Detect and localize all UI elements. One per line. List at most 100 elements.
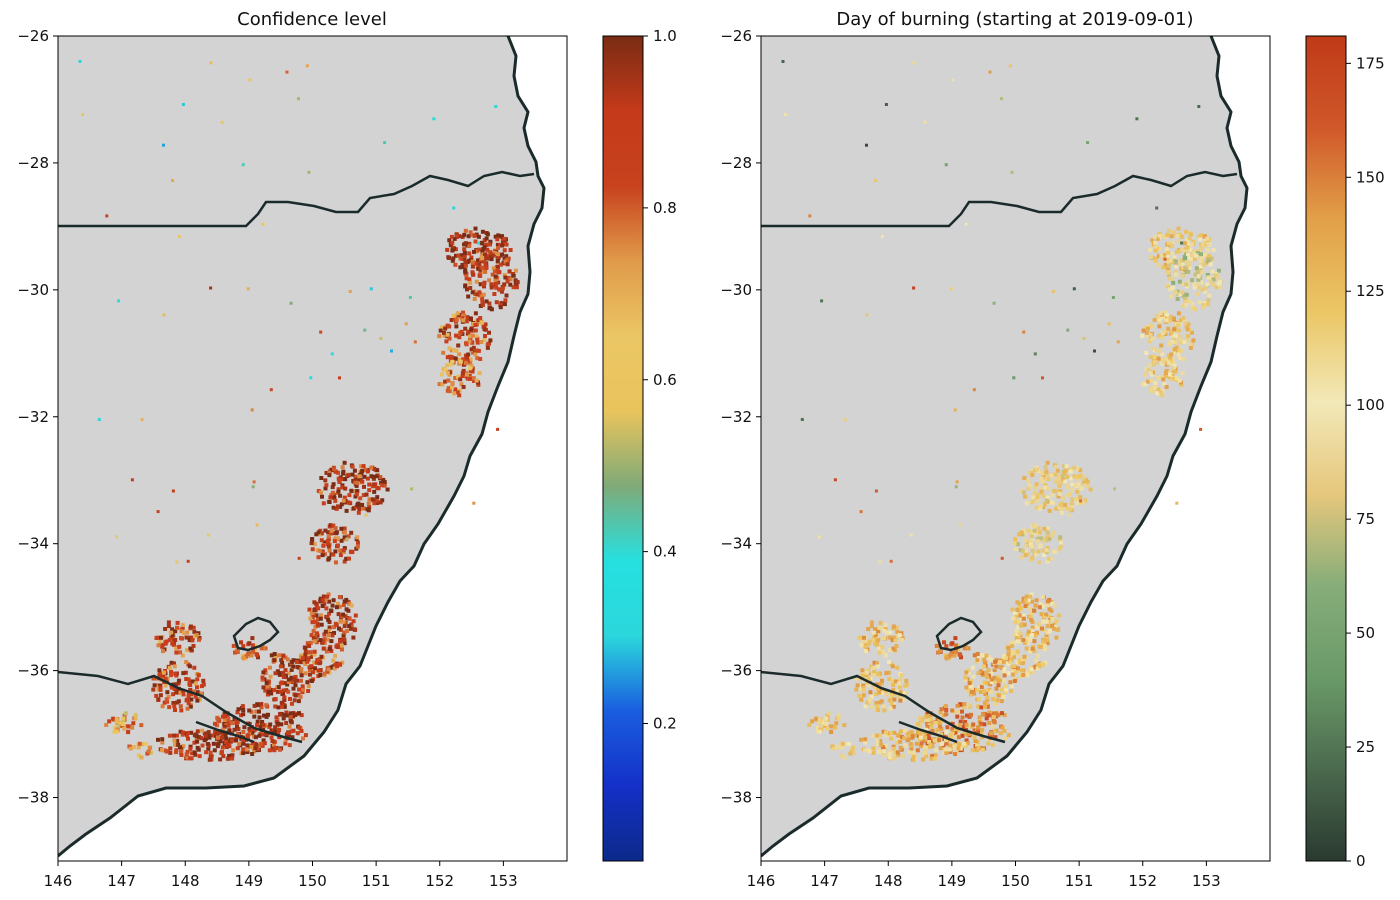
- fire-pixel: [156, 643, 161, 648]
- fire-pixel: [1148, 370, 1153, 375]
- fire-pixel: [496, 245, 501, 250]
- fire-pixel: [1030, 473, 1035, 478]
- fire-pixel: [339, 643, 344, 648]
- fire-pixel: [1199, 255, 1204, 260]
- fire-pixel: [912, 61, 916, 65]
- fire-pixel: [1060, 474, 1065, 479]
- fire-pixel: [1044, 469, 1049, 474]
- fire-pixel: [308, 640, 313, 645]
- fire-pixel: [1164, 318, 1169, 323]
- fire-pixel: [508, 248, 513, 252]
- fire-pixel: [240, 738, 245, 743]
- fire-pixel: [265, 692, 270, 697]
- fire-pixel: [185, 749, 190, 754]
- fire-pixel: [962, 705, 967, 710]
- fire-pixel: [188, 683, 193, 687]
- fire-pixel: [357, 474, 362, 479]
- fire-pixel: [360, 502, 365, 507]
- fire-pixel: [1012, 541, 1017, 546]
- fire-pixel: [485, 345, 490, 350]
- fire-pixel: [926, 731, 931, 736]
- fire-pixel: [496, 233, 501, 238]
- fire-pixel: [1023, 553, 1028, 558]
- fire-pixel: [1180, 262, 1185, 267]
- fire-pixel: [233, 650, 237, 655]
- fire-pixel: [1190, 330, 1194, 335]
- fire-pixel: [808, 214, 812, 218]
- fire-pixel: [449, 234, 454, 239]
- fire-pixel: [503, 259, 508, 264]
- fire-pixel: [472, 501, 476, 505]
- fire-pixel: [1030, 670, 1035, 675]
- fire-pixel: [192, 689, 196, 694]
- fire-pixel: [1045, 630, 1050, 635]
- fire-pixel: [998, 678, 1002, 683]
- fire-pixel: [924, 727, 929, 732]
- fire-pixel: [1176, 292, 1181, 297]
- fire-pixel: [218, 757, 223, 762]
- fire-pixel: [1203, 286, 1208, 291]
- fire-pixel: [1045, 641, 1050, 646]
- fire-pixel: [1008, 680, 1013, 685]
- fire-pixel: [982, 680, 987, 685]
- fire-pixel: [462, 250, 467, 255]
- fire-pixel: [176, 681, 181, 686]
- x-tick-label: 148: [874, 872, 903, 890]
- fire-pixel: [1205, 302, 1210, 307]
- fire-pixel: [928, 742, 933, 747]
- fire-pixel: [462, 313, 467, 318]
- fire-pixel: [995, 677, 1000, 682]
- fire-pixel: [1029, 617, 1034, 622]
- fire-pixel: [225, 742, 230, 747]
- fire-pixel: [1059, 510, 1064, 515]
- fire-pixel: [1025, 632, 1030, 637]
- fire-pixel: [1036, 498, 1041, 503]
- fire-pixel: [893, 638, 898, 643]
- fire-pixel: [1016, 624, 1021, 629]
- fire-pixel: [1003, 684, 1008, 689]
- fire-pixel: [305, 641, 310, 646]
- fire-pixel: [939, 707, 944, 712]
- fire-pixel: [340, 465, 345, 470]
- fire-pixel: [293, 674, 298, 679]
- fire-pixel: [944, 163, 948, 167]
- fire-pixel: [332, 631, 336, 635]
- fire-pixel: [171, 179, 175, 182]
- fire-pixel: [480, 300, 485, 305]
- fire-pixel: [892, 697, 897, 702]
- fire-pixel: [891, 687, 896, 692]
- fire-pixel: [978, 717, 983, 722]
- fire-pixel: [964, 685, 969, 690]
- fire-pixel: [230, 756, 235, 761]
- fire-pixel: [1154, 313, 1159, 318]
- fire-pixel: [244, 747, 249, 752]
- fire-pixel: [303, 652, 308, 657]
- fire-pixel: [1026, 478, 1031, 483]
- fire-pixel: [861, 685, 866, 690]
- fire-pixel: [220, 745, 225, 750]
- fire-pixel: [880, 691, 884, 695]
- fire-pixel: [479, 241, 484, 246]
- fire-pixel: [1077, 474, 1082, 479]
- fire-pixel: [461, 368, 466, 373]
- fire-pixel: [266, 690, 271, 694]
- fire-pixel: [492, 251, 497, 255]
- fire-pixel: [1030, 611, 1035, 616]
- fire-pixel: [329, 468, 334, 473]
- fire-pixel: [971, 674, 976, 679]
- fire-pixel: [911, 750, 916, 755]
- fire-pixel: [508, 282, 513, 287]
- fire-pixel: [872, 673, 876, 678]
- fire-pixel: [815, 729, 820, 734]
- fire-pixel: [496, 280, 501, 285]
- fire-pixel: [222, 724, 227, 729]
- fire-pixel: [1041, 504, 1046, 509]
- fire-pixel: [1006, 733, 1011, 738]
- fire-pixel: [215, 744, 220, 749]
- fire-pixel: [210, 733, 215, 738]
- fire-pixel: [312, 608, 317, 612]
- fire-pixel: [817, 729, 822, 734]
- fire-pixel: [279, 700, 284, 705]
- fire-pixel: [1170, 339, 1175, 344]
